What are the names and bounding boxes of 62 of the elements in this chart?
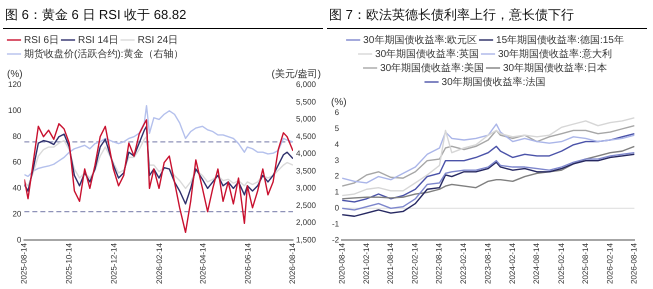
x-tick-label: 2025-08-14 bbox=[580, 242, 590, 284]
x-tick-label: 2026-02-14 bbox=[605, 242, 614, 284]
legend-label: 期货收盘价(活跃合约):黄金（右轴） bbox=[24, 48, 184, 60]
x-tick-label: 2024-08-14 bbox=[532, 242, 542, 284]
x-tick-label: 2025-08-14 bbox=[20, 242, 29, 284]
y-tick-label: 60 bbox=[12, 158, 22, 167]
x-tick-label: 2022-08-14 bbox=[434, 242, 444, 284]
x-tick-label: 2023-02-14 bbox=[459, 242, 468, 284]
y-tick-label: 40 bbox=[12, 184, 22, 193]
y-tick-label: 3 bbox=[334, 156, 340, 165]
x-tick-label: 2026-08-14 bbox=[630, 242, 639, 284]
y2-tick-label: 3,000 bbox=[296, 184, 317, 193]
y-tick-label: -1 bbox=[332, 219, 340, 228]
y-tick-label: 0 bbox=[334, 204, 340, 213]
x-tick-label: 2026-02-14 bbox=[154, 242, 164, 284]
y-tick-label: 0 bbox=[16, 235, 22, 244]
y2-tick-label: 1,500 bbox=[296, 235, 317, 244]
x-tick-label: 2026-04-14 bbox=[198, 242, 208, 284]
y2-tick-label: 2,000 bbox=[296, 218, 317, 228]
y-tick-label: 2 bbox=[334, 172, 340, 181]
y2-tick-label: 4,500 bbox=[296, 132, 317, 141]
x-tick-label: 2026-06-14 bbox=[243, 242, 252, 284]
legend-label: 30年期国债收益率:意大利 bbox=[498, 48, 612, 60]
x-tick-label: 2025-12-14 bbox=[109, 242, 118, 284]
x-tick-label: 2020-08-14 bbox=[337, 242, 346, 284]
chart-title: 图 7：欧法英德长债利率上行，意长债下行 bbox=[327, 0, 647, 29]
y2-tick-label: 6,000 bbox=[296, 80, 317, 90]
y-tick-label: 120 bbox=[8, 80, 22, 90]
y-tick-label: 20 bbox=[12, 209, 22, 218]
y-tick-label: 5 bbox=[334, 124, 340, 134]
legend-label: 30年期国债收益率:美国 bbox=[380, 62, 484, 74]
y-tick-label: 1 bbox=[334, 188, 340, 197]
x-tick-label: 2025-10-14 bbox=[64, 242, 74, 284]
x-tick-label: 2022-02-14 bbox=[410, 242, 420, 284]
y2-tick-label: 3,500 bbox=[296, 166, 317, 176]
y-tick-label: 100 bbox=[8, 106, 22, 116]
y2-tick-label: 4,000 bbox=[296, 149, 317, 158]
y-axis-title: (%) bbox=[331, 96, 347, 108]
y-tick-label: 80 bbox=[12, 132, 22, 141]
y2-tick-label: 5,000 bbox=[296, 114, 317, 124]
y-tick-label: -2 bbox=[332, 235, 340, 244]
y-tick-label: 6 bbox=[334, 108, 340, 118]
legend-label: 30年期国债收益率:欧元区 bbox=[363, 34, 478, 46]
y-axis-title: (%) bbox=[7, 68, 23, 80]
x-tick-label: 2024-02-14 bbox=[508, 242, 517, 284]
chart-title: 图 6：黄金 6 日 RSI 收于 68.82 bbox=[3, 0, 323, 29]
y-tick-label: 4 bbox=[334, 140, 340, 149]
legend-label: 15年期国债收益率:德国:15年 bbox=[496, 34, 624, 46]
y2-axis-title: (美元/盎司) bbox=[272, 68, 321, 80]
x-tick-label: 2023-08-14 bbox=[483, 242, 492, 284]
y2-tick-label: 2,500 bbox=[296, 200, 317, 210]
legend-label: RSI 24日 bbox=[138, 34, 178, 46]
legend-label: RSI 6日 bbox=[24, 34, 60, 46]
legend-label: 30年期国债收益率:日本 bbox=[503, 62, 607, 74]
x-tick-label: 2021-08-14 bbox=[386, 242, 396, 284]
y2-tick-label: 5,500 bbox=[296, 97, 317, 106]
legend-label: 30年期国债收益率:英国 bbox=[375, 48, 480, 60]
x-tick-label: 2025-02-14 bbox=[556, 242, 566, 284]
x-tick-label: 2026-08-14 bbox=[288, 242, 298, 284]
legend-label: RSI 14日 bbox=[78, 34, 119, 46]
legend-label: 30年期国债收益率:法国 bbox=[442, 76, 546, 88]
x-tick-label: 2021-02-14 bbox=[362, 242, 371, 284]
